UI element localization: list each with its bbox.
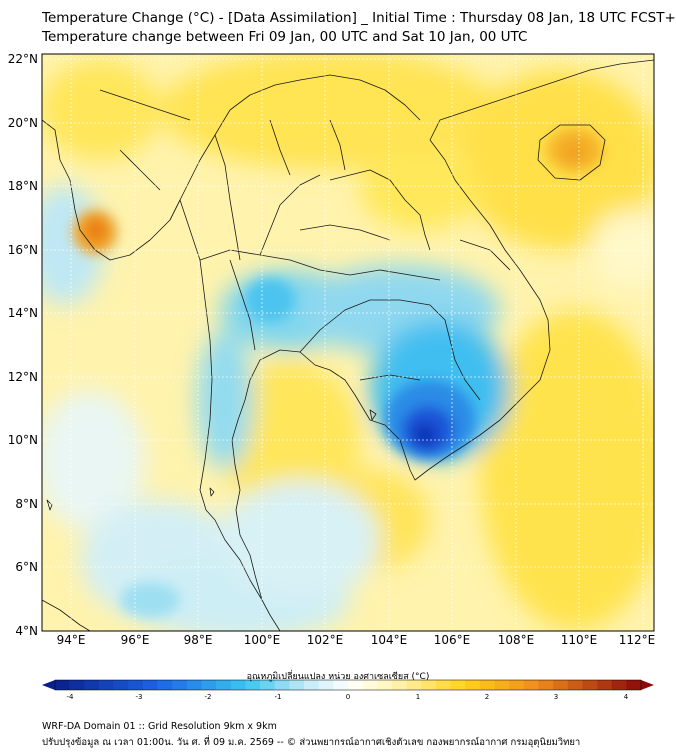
colorbar-cell <box>260 680 276 690</box>
colorbar-tick-label: -4 <box>67 693 75 701</box>
colorbar-tick-label: 1 <box>416 693 420 701</box>
colorbar-cell <box>113 680 129 690</box>
lat-label: 8°N <box>15 497 38 511</box>
lat-label: 14°N <box>8 306 38 320</box>
lat-label: 12°N <box>8 370 38 384</box>
colorbar-cell <box>553 680 569 690</box>
lat-label: 10°N <box>8 433 38 447</box>
colorbar-cell <box>567 680 583 690</box>
colorbar-cell <box>201 680 217 690</box>
chart-title: Temperature Change (°C) - [Data Assimila… <box>42 10 676 26</box>
colorbar-cell <box>172 680 188 690</box>
lon-label: 100°E <box>244 633 281 647</box>
colorbar-tick-label: 4 <box>624 693 629 701</box>
lat-label: 4°N <box>15 624 38 638</box>
lon-label: 94°E <box>57 633 86 647</box>
colorbar-cell <box>69 680 85 690</box>
colorbar-cell <box>582 680 598 690</box>
colorbar-ticks: -4 -3 -2 -1 0 1 2 3 4 <box>67 693 629 701</box>
lat-label: 22°N <box>8 52 38 66</box>
colorbar-cell <box>128 680 144 690</box>
colorbar-cell <box>450 680 466 690</box>
colorbar-tick-label: 3 <box>554 693 558 701</box>
colorbar-cell <box>509 680 525 690</box>
colorbar-cell <box>245 680 261 690</box>
colorbar-cell <box>597 680 612 690</box>
colorbar-cell <box>377 680 393 690</box>
colorbar-cell <box>538 680 554 690</box>
lon-label: 106°E <box>434 633 471 647</box>
colorbar-cell <box>465 680 481 690</box>
colorbar-tick-label: -2 <box>205 693 212 701</box>
colorbar-cell <box>304 680 319 690</box>
colorbar-cell <box>186 680 202 690</box>
lon-label: 102°E <box>307 633 344 647</box>
lon-label: 110°E <box>561 633 598 647</box>
colorbar-cell <box>216 680 232 690</box>
colorbar-cell <box>391 680 407 690</box>
colorbar-cell <box>523 680 539 690</box>
chart-subtitle: Temperature change between Fri 09 Jan, 0… <box>42 29 528 45</box>
colorbar-max-arrow <box>641 680 654 690</box>
lon-label: 104°E <box>371 633 408 647</box>
colorbar-cell <box>289 680 305 690</box>
colorbar-cell <box>318 680 334 690</box>
colorbar-min-arrow <box>42 680 55 690</box>
colorbar-tick-label: 2 <box>485 693 489 701</box>
colorbar-cell <box>333 680 349 690</box>
footer-update-info: ปรับปรุงข้อมูล ณ เวลา 01:00น. วัน ศ. ที่… <box>42 737 581 748</box>
colorbar-cell <box>84 680 100 690</box>
map-frame <box>41 53 655 632</box>
colorbar-cell <box>230 680 246 690</box>
colorbar-cell <box>348 680 363 690</box>
lat-label: 6°N <box>15 560 38 574</box>
lat-label: 20°N <box>8 116 38 130</box>
lon-label: 108°E <box>498 633 535 647</box>
lon-label: 96°E <box>121 633 150 647</box>
colorbar-tick-label: -1 <box>275 693 282 701</box>
colorbar-cell <box>406 680 422 690</box>
colorbar-cell <box>98 680 114 690</box>
lon-label: 112°E <box>619 633 656 647</box>
lat-label: 18°N <box>8 179 38 193</box>
colorbar-tick-label: -3 <box>136 693 143 701</box>
colorbar: -4 -3 -2 -1 0 1 2 3 4 <box>42 679 654 701</box>
footer-model-info: WRF-DA Domain 01 :: Grid Resolution 9km … <box>42 721 277 732</box>
colorbar-cell <box>435 680 451 690</box>
lat-label: 16°N <box>8 243 38 257</box>
colorbar-cell <box>479 680 495 690</box>
temperature-field <box>42 54 654 631</box>
colorbar-cell <box>157 680 173 690</box>
colorbar-cell <box>494 680 510 690</box>
map-grid <box>42 54 654 631</box>
colorbar-cell <box>626 680 642 690</box>
colorbar-frame <box>54 679 642 691</box>
colorbar-cell <box>55 680 70 690</box>
colorbar-tick-label: 0 <box>346 693 350 701</box>
colorbar-cell <box>611 680 627 690</box>
lon-label: 98°E <box>184 633 213 647</box>
colorbar-cell <box>421 680 437 690</box>
coastline-borders <box>42 59 654 631</box>
colorbar-cell <box>274 680 290 690</box>
colorbar-cells <box>55 680 642 690</box>
longitude-labels: 94°E 96°E 98°E 100°E 102°E 104°E 106°E 1… <box>57 633 656 647</box>
colorbar-cell <box>362 680 378 690</box>
colorbar-title: อุณหภูมิเปลี่ยนแปลง หน่วย องศาเซลเซียส (… <box>246 672 430 682</box>
colorbar-cell <box>142 680 158 690</box>
latitude-labels: 22°N 20°N 18°N 16°N 14°N 12°N 10°N 8°N 6… <box>8 52 38 638</box>
